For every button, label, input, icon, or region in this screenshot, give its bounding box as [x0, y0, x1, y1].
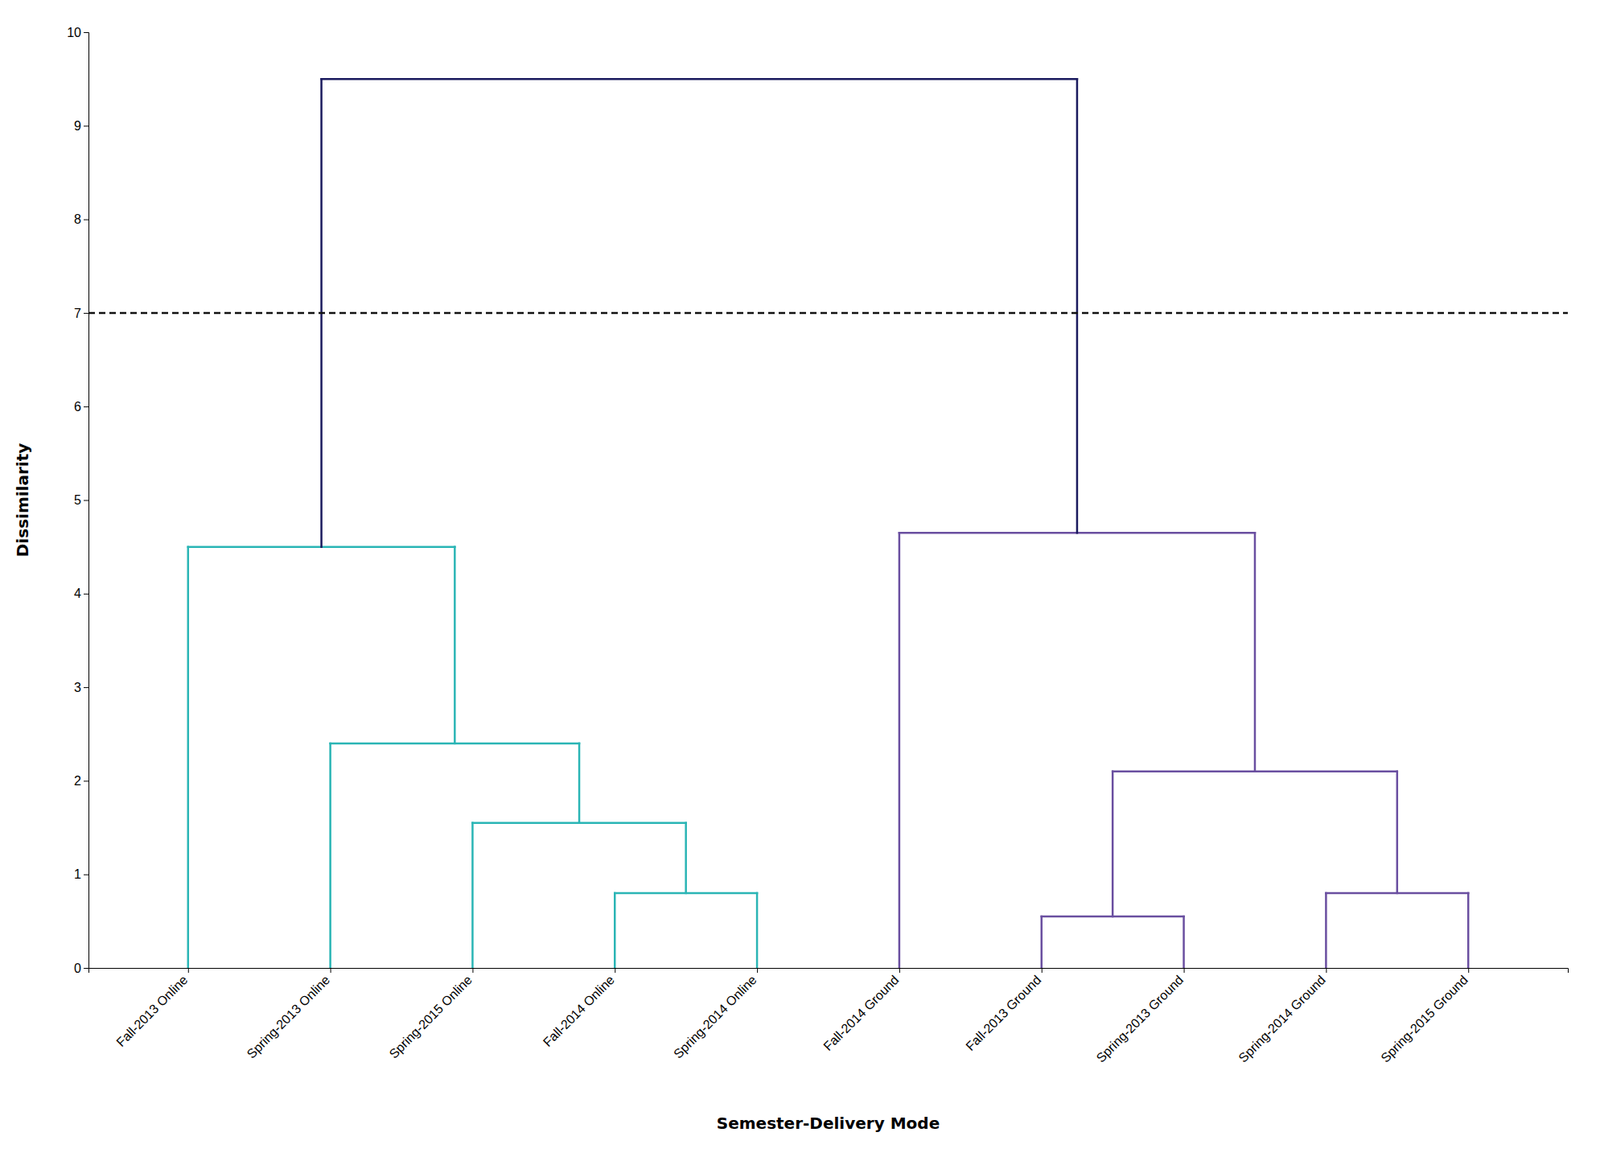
x-tick-label: Spring-2015 Online [386, 972, 476, 1062]
dendrogram-merge [321, 78, 1078, 81]
y-tick: 0 [74, 961, 89, 975]
dendrogram-link [471, 822, 474, 968]
dendrogram-link [1111, 771, 1115, 917]
y-tick-label: 7 [74, 306, 82, 321]
x-tick-label: Spring-2015 Ground [1377, 972, 1471, 1066]
y-tick-mark [83, 125, 89, 127]
y-tick-mark [83, 874, 89, 876]
dendrogram-link [1040, 916, 1043, 968]
dendrogram-link [187, 547, 190, 968]
y-tick: 10 [66, 25, 89, 40]
plot: 0 1 2 3 4 5 6 7 8 9 10 Fall-2013 Online Spring-2013 … [66, 25, 1568, 1066]
dendrogram-link [1396, 771, 1399, 893]
x-tick: Fall-2013 Ground [962, 967, 1044, 1053]
y-tick-label: 2 [74, 773, 82, 788]
x-tick-label: Fall-2013 Online [113, 972, 190, 1049]
x-tick-mark [472, 967, 474, 973]
y-tick-mark [83, 500, 89, 502]
y-tick: 8 [74, 212, 89, 227]
x-tick: Spring-2013 Online [244, 967, 334, 1062]
y-tick: 1 [74, 867, 89, 881]
y-tick-label: 3 [74, 680, 82, 695]
x-tick: Fall-2014 Online [540, 967, 617, 1049]
x-tick-mark [614, 967, 616, 973]
y-tick-mark [83, 219, 89, 221]
y-tick-mark [83, 686, 89, 688]
y-tick: 3 [74, 680, 89, 695]
x-tick-mark [1325, 967, 1327, 973]
x-tick: Spring-2015 Online [386, 967, 476, 1062]
dendrogram-link [1324, 892, 1328, 968]
x-tick-mark [1184, 967, 1185, 973]
y-tick-label: 5 [74, 493, 82, 507]
y-axis: 0 1 2 3 4 5 6 7 8 9 10 [66, 25, 89, 975]
dendrogram-link [898, 532, 901, 968]
y-tick-mark [83, 32, 89, 33]
x-tick: Spring-2015 Ground [1377, 967, 1471, 1066]
x-tick: Fall-2013 Online [113, 967, 190, 1049]
y-tick-mark [83, 780, 89, 782]
x-tick-mark [1468, 967, 1469, 973]
y-tick-label: 1 [74, 867, 82, 881]
dendrogram-link [684, 822, 687, 893]
x-axis: Fall-2013 Online Spring-2013 Online Spring… [89, 967, 1569, 1066]
y-tick-mark [83, 593, 89, 595]
dendrogram-link [1076, 78, 1079, 533]
x-tick-mark [1041, 967, 1043, 973]
y-tick-label: 6 [74, 399, 82, 414]
y-tick: 2 [74, 773, 89, 788]
y-tick-label: 4 [74, 586, 82, 601]
chart: 0 1 2 3 4 5 6 7 8 9 10 Fall-2013 Online Spring-2013 … [0, 0, 1600, 1153]
y-tick-label: 10 [66, 25, 82, 40]
x-tick-label: Fall-2014 Ground [820, 972, 901, 1053]
y-tick: 9 [74, 119, 89, 133]
x-tick-label: Spring-2014 Ground [1235, 972, 1329, 1066]
dendrogram-link [1254, 532, 1257, 772]
x-tick: Spring-2014 Online [670, 967, 760, 1062]
x-tick-mark [756, 967, 758, 973]
dendrogram-link [453, 547, 457, 744]
x-tick-mark [330, 967, 332, 973]
y-tick: 5 [74, 493, 89, 507]
y-tick: 4 [74, 586, 89, 601]
dendrogram-link [1467, 892, 1470, 968]
y-tick-mark [83, 312, 89, 314]
y-axis-line [83, 32, 90, 969]
y-tick: 7 [74, 306, 89, 321]
x-tick-mark [899, 967, 901, 973]
x-tick-label: Fall-2013 Ground [962, 972, 1044, 1053]
y-tick-label: 0 [74, 961, 82, 975]
dendrogram-link [613, 892, 617, 968]
y-tick-label: 9 [74, 119, 82, 133]
y-tick-mark [83, 406, 89, 408]
dendrogram-link [1182, 916, 1185, 968]
y-tick-label: 8 [74, 212, 82, 227]
y-tick: 6 [74, 399, 89, 414]
y-axis-title: Dissimilarity [12, 443, 33, 557]
x-tick-label: Spring-2013 Online [244, 972, 334, 1062]
x-tick-label: Spring-2014 Online [670, 972, 760, 1062]
x-tick: Fall-2014 Ground [820, 967, 901, 1053]
x-tick-label: Spring-2013 Ground [1094, 972, 1187, 1066]
dendrogram-link [578, 743, 581, 823]
cut-line [88, 312, 1568, 315]
x-axis-title: Semester-Delivery Mode [716, 1113, 940, 1133]
marks [88, 78, 1568, 968]
y-tick-mark [83, 967, 89, 969]
x-tick-label: Fall-2014 Online [540, 972, 617, 1049]
dendrogram-link [329, 743, 332, 968]
x-axis-line [89, 968, 1569, 974]
x-tick-mark [188, 967, 190, 973]
dendrogram-link [756, 892, 759, 968]
x-tick: Spring-2014 Ground [1235, 967, 1329, 1066]
x-tick: Spring-2013 Ground [1094, 967, 1187, 1066]
